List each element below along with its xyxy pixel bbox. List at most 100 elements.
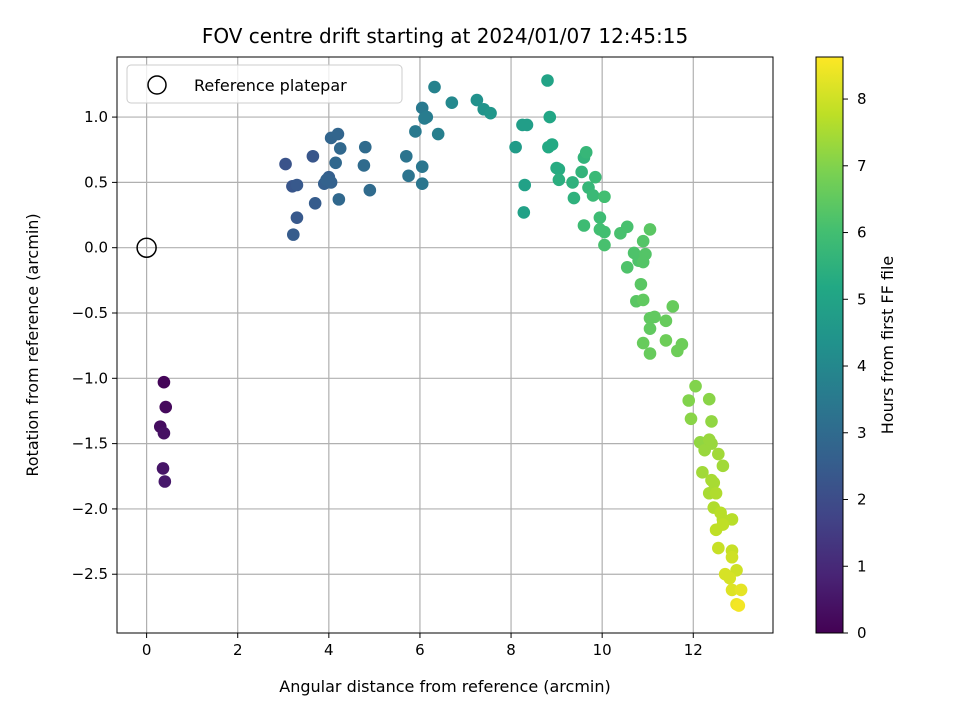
colorbar-tick-label: 7 bbox=[857, 157, 867, 175]
colorbar-label: Hours from first FF file bbox=[878, 256, 897, 435]
legend-marker-reference bbox=[147, 75, 167, 95]
scatter-point bbox=[567, 191, 581, 205]
colorbar-ticks: 0 1 2 3 4 5 6 7 8 bbox=[843, 90, 867, 642]
y-axis: 1.0 0.5 0.0 −0.5 −1.0 −1.5 −2.0 −2.5 bbox=[72, 108, 117, 583]
scatter-point bbox=[598, 238, 611, 252]
scatter-point bbox=[509, 140, 522, 154]
scatter-point bbox=[331, 127, 345, 141]
scatter-point bbox=[418, 112, 431, 125]
x-tick-label: 8 bbox=[506, 641, 516, 659]
scatter-point bbox=[431, 127, 445, 141]
legend-box bbox=[126, 64, 403, 104]
scatter-point bbox=[709, 486, 723, 500]
legend: Reference platepar bbox=[126, 64, 403, 104]
plot-frame bbox=[116, 56, 774, 634]
colorbar-tick-label: 5 bbox=[857, 290, 867, 308]
scatter-point bbox=[306, 149, 320, 163]
scatter-point bbox=[409, 125, 422, 138]
scatter-point bbox=[518, 178, 532, 192]
colorbar-tick-label: 0 bbox=[857, 624, 867, 642]
scatter-point bbox=[324, 176, 338, 189]
scatter-point bbox=[159, 400, 173, 414]
scatter-point bbox=[634, 277, 648, 291]
scatter-point bbox=[593, 211, 607, 224]
x-axis: 0 2 4 6 8 10 12 bbox=[142, 633, 703, 659]
scatter-point bbox=[402, 169, 415, 183]
scatter-point bbox=[643, 347, 657, 360]
scatter-point bbox=[589, 170, 602, 184]
scatter-point bbox=[158, 475, 172, 488]
scatter-point bbox=[723, 571, 737, 585]
scatter-point bbox=[415, 160, 429, 174]
scatter-point bbox=[682, 394, 696, 407]
scatter-point bbox=[517, 206, 531, 219]
scatter-point bbox=[579, 146, 593, 159]
x-tick-label: 12 bbox=[684, 641, 703, 659]
scatter-point bbox=[290, 211, 304, 224]
data-points bbox=[153, 74, 748, 612]
scatter-point bbox=[156, 462, 170, 475]
scatter-point bbox=[648, 310, 661, 324]
scatter-point bbox=[287, 228, 300, 241]
x-axis-label: Angular distance from reference (arcmin) bbox=[279, 677, 610, 696]
scatter-point bbox=[620, 220, 634, 234]
scatter-point bbox=[702, 433, 716, 446]
scatter-point bbox=[329, 156, 342, 170]
x-tick-label: 6 bbox=[415, 641, 425, 659]
scatter-point bbox=[428, 80, 441, 94]
colorbar-tick-label: 6 bbox=[857, 224, 867, 242]
reference-platepar-marker bbox=[136, 237, 157, 258]
x-tick-label: 2 bbox=[233, 641, 243, 659]
scatter-point bbox=[659, 314, 673, 328]
x-tick-label: 0 bbox=[142, 641, 152, 659]
scatter-point bbox=[636, 255, 650, 269]
y-tick-label: −1.0 bbox=[72, 369, 108, 387]
scatter-point bbox=[552, 163, 566, 176]
grid-lines bbox=[117, 57, 773, 633]
y-tick-label: −2.5 bbox=[72, 565, 108, 583]
y-tick-label: 0.5 bbox=[84, 173, 108, 191]
scatter-point bbox=[705, 415, 718, 428]
legend-label-reference: Reference platepar bbox=[194, 76, 347, 95]
scatter-point bbox=[157, 426, 171, 440]
scatter-point bbox=[712, 447, 725, 461]
scatter-point bbox=[566, 176, 579, 189]
scatter-point bbox=[620, 260, 634, 274]
scatter-point bbox=[636, 234, 650, 248]
y-tick-label: −0.5 bbox=[72, 304, 108, 322]
scatter-point bbox=[552, 173, 566, 187]
scatter-point bbox=[484, 106, 497, 120]
scatter-point bbox=[725, 583, 739, 597]
scatter-point bbox=[636, 293, 650, 307]
scatter-point bbox=[666, 300, 680, 313]
colorbar-tick-label: 8 bbox=[857, 90, 867, 108]
scatter-point bbox=[357, 159, 371, 172]
y-tick-label: 0.0 bbox=[84, 239, 108, 257]
scatter-point bbox=[332, 193, 346, 206]
scatter-point bbox=[543, 110, 557, 124]
scatter-point bbox=[689, 379, 702, 393]
colorbar bbox=[815, 56, 844, 634]
scatter-point bbox=[333, 142, 347, 155]
scatter-point bbox=[716, 459, 730, 473]
scatter-point bbox=[725, 550, 739, 564]
scatter-point bbox=[575, 165, 588, 179]
scatter-point bbox=[734, 583, 748, 597]
x-tick-label: 4 bbox=[324, 641, 334, 659]
x-tick-label: 10 bbox=[593, 641, 612, 659]
scatter-point bbox=[363, 183, 377, 197]
scatter-point bbox=[702, 392, 716, 406]
scatter-point bbox=[636, 336, 650, 350]
colorbar-tick-label: 1 bbox=[857, 557, 867, 575]
scatter-point bbox=[643, 322, 657, 335]
colorbar-tick-label: 2 bbox=[857, 491, 867, 509]
scatter-point bbox=[290, 178, 304, 192]
scatter-point bbox=[520, 118, 534, 132]
scatter-point bbox=[732, 599, 746, 612]
scatter-point bbox=[675, 338, 689, 351]
scatter-point bbox=[470, 93, 484, 107]
scatter-point bbox=[712, 541, 725, 555]
chart-title: FOV centre drift starting at 2024/01/07 … bbox=[202, 24, 688, 48]
scatter-point bbox=[709, 523, 723, 537]
